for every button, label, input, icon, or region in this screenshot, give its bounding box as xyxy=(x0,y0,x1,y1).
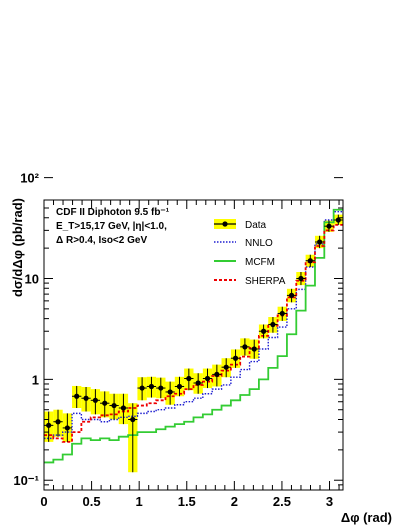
annotation-line-1: CDF II Diphoton 9.5 fb⁻¹ xyxy=(56,207,170,218)
annotation-line-3: Δ R>0.4, Iso<2 GeV xyxy=(56,235,147,246)
data-point xyxy=(46,422,52,428)
series-sherpa-line xyxy=(44,223,343,443)
legend-entry-mcfm: MCFM xyxy=(214,257,275,268)
legend-label-mcfm: MCFM xyxy=(245,257,275,268)
data-point xyxy=(307,258,313,264)
x-tick-label: 1.5 xyxy=(178,494,196,509)
x-tick-label: 2.5 xyxy=(273,494,291,509)
theory-curves xyxy=(44,208,343,464)
data-point xyxy=(158,385,164,391)
x-tick-label: 0 xyxy=(40,494,47,509)
y-tick-label: 10 xyxy=(25,271,39,286)
data-point xyxy=(289,292,295,298)
data-point xyxy=(214,371,220,377)
data-point xyxy=(139,385,145,391)
y-axis-title: dσ/dΔφ (pb/rad) xyxy=(10,198,25,297)
legend: Data NNLO MCFM SHERPA xyxy=(214,219,286,287)
y-tick-label: 10⁻¹ xyxy=(13,473,39,488)
data-point xyxy=(251,346,257,352)
data-points xyxy=(44,214,343,473)
series-mcfm-line xyxy=(44,208,343,464)
data-point xyxy=(83,395,89,401)
data-point xyxy=(148,383,155,390)
legend-label-sherpa: SHERPA xyxy=(245,276,286,287)
x-tick-label: 1 xyxy=(136,494,143,509)
data-point xyxy=(298,275,304,282)
data-point xyxy=(317,239,323,245)
data-point xyxy=(204,375,211,382)
legend-label-nnlo: NNLO xyxy=(245,238,273,249)
legend-data-marker xyxy=(222,221,228,227)
x-axis-title: Δφ (rad) xyxy=(341,510,392,525)
data-point xyxy=(102,400,108,406)
data-point xyxy=(326,223,332,229)
x-tick-label: 3 xyxy=(326,494,333,509)
data-point xyxy=(64,425,70,431)
data-point xyxy=(195,380,201,386)
legend-entry-sherpa: SHERPA xyxy=(214,276,286,287)
data-point xyxy=(186,375,192,382)
annotation-block: CDF II Diphoton 9.5 fb⁻¹ E_T>15,17 GeV, … xyxy=(56,207,170,246)
data-point xyxy=(130,416,136,423)
legend-entry-nnlo: NNLO xyxy=(214,238,273,249)
x-tick-label: 2 xyxy=(231,494,238,509)
data-point xyxy=(167,389,173,395)
annotation-line-2: E_T>15,17 GeV, |η|<1.0, xyxy=(56,221,167,232)
x-tick-label: 0.5 xyxy=(83,494,101,509)
y-tick-label: 10² xyxy=(20,171,39,186)
data-point xyxy=(55,419,61,425)
data-point xyxy=(279,310,285,317)
data-point xyxy=(92,397,98,403)
data-point xyxy=(111,402,117,409)
data-point xyxy=(120,405,127,411)
data-point xyxy=(242,344,248,350)
data-point xyxy=(74,393,80,399)
data-point xyxy=(176,383,183,390)
data-point xyxy=(270,321,276,328)
data-point xyxy=(232,355,239,361)
legend-entry-data: Data xyxy=(214,219,267,231)
y-tick-label: 1 xyxy=(32,372,39,387)
axes: 0 0.5 1 1.5 2 2.5 3 10⁻¹ 1 10 10² xyxy=(13,171,343,509)
plot-frame xyxy=(43,199,344,491)
series-nnlo-line xyxy=(44,210,343,440)
legend-label-data: Data xyxy=(245,220,267,231)
data-point xyxy=(335,217,341,223)
data-point xyxy=(223,364,229,370)
data-point xyxy=(260,328,267,334)
